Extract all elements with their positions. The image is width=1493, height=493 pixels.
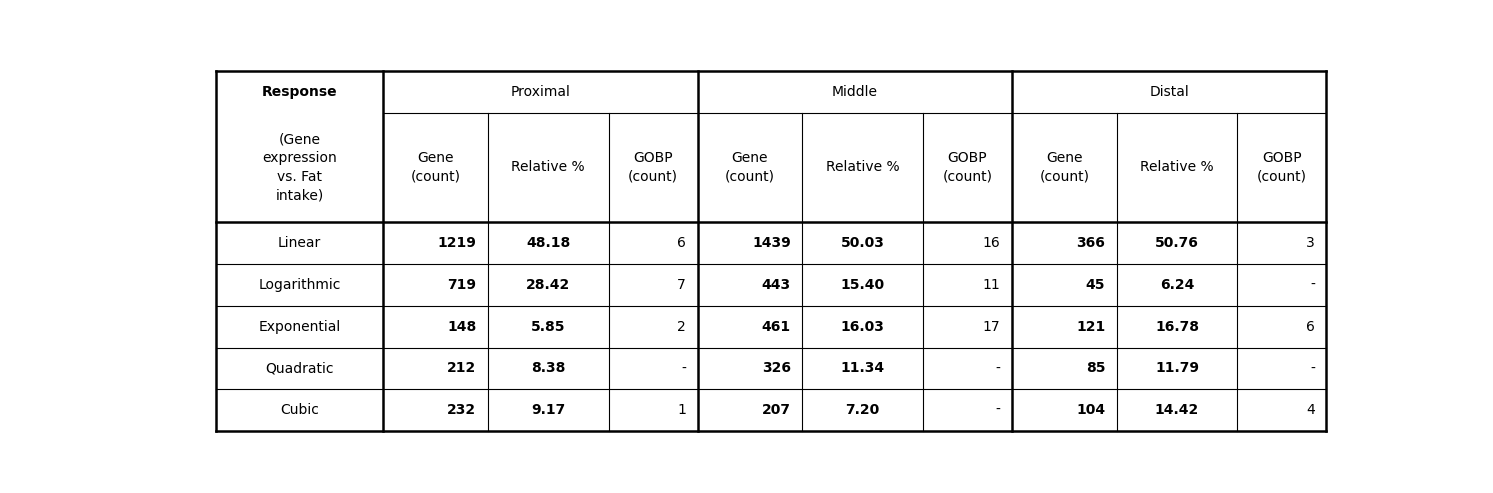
Text: Quadratic: Quadratic [266,361,333,376]
Text: Gene
(count): Gene (count) [726,151,775,184]
Text: 15.40: 15.40 [841,278,885,292]
Text: 6: 6 [678,236,685,250]
Text: 14.42: 14.42 [1156,403,1199,417]
Text: 1439: 1439 [752,236,791,250]
Text: 28.42: 28.42 [526,278,570,292]
Text: 121: 121 [1076,319,1105,334]
Text: 17: 17 [982,319,1000,334]
Text: 104: 104 [1076,403,1105,417]
Text: Proximal: Proximal [511,85,570,99]
Text: -: - [681,361,685,376]
Text: Cubic: Cubic [281,403,320,417]
Text: Distal: Distal [1150,85,1188,99]
Text: 6.24: 6.24 [1160,278,1194,292]
Text: 8.38: 8.38 [532,361,566,376]
Text: Linear: Linear [278,236,321,250]
Text: 1219: 1219 [437,236,476,250]
Text: 85: 85 [1085,361,1105,376]
Text: 16: 16 [982,236,1000,250]
Text: -: - [996,403,1000,417]
Text: 461: 461 [761,319,791,334]
Text: Exponential: Exponential [258,319,340,334]
Text: -: - [996,361,1000,376]
Text: 9.17: 9.17 [532,403,566,417]
Text: 16.78: 16.78 [1156,319,1199,334]
Text: Gene
(count): Gene (count) [1039,151,1090,184]
Text: 2: 2 [678,319,685,334]
Text: 148: 148 [448,319,476,334]
Text: 6: 6 [1306,319,1315,334]
Text: Relative %: Relative % [1141,161,1214,175]
Text: 443: 443 [761,278,791,292]
Text: GOBP
(count): GOBP (count) [1257,151,1306,184]
Text: 11.34: 11.34 [841,361,885,376]
Text: -: - [1309,278,1315,292]
Text: Gene
(count): Gene (count) [411,151,461,184]
Text: 50.76: 50.76 [1156,236,1199,250]
Text: 7.20: 7.20 [845,403,879,417]
Text: 7: 7 [678,278,685,292]
Text: -: - [1309,361,1315,376]
Text: Middle: Middle [832,85,878,99]
Text: 212: 212 [448,361,476,376]
Text: GOBP
(count): GOBP (count) [942,151,993,184]
Text: 16.03: 16.03 [841,319,884,334]
Text: 207: 207 [761,403,791,417]
Text: 45: 45 [1085,278,1105,292]
Text: 4: 4 [1306,403,1315,417]
Text: 11: 11 [982,278,1000,292]
Text: Logarithmic: Logarithmic [258,278,340,292]
Text: 326: 326 [761,361,791,376]
Text: Relative %: Relative % [512,161,585,175]
Text: 1: 1 [678,403,685,417]
Text: 719: 719 [448,278,476,292]
Text: 50.03: 50.03 [841,236,884,250]
Text: 3: 3 [1306,236,1315,250]
Text: Relative %: Relative % [826,161,899,175]
Text: (Gene
expression
vs. Fat
intake): (Gene expression vs. Fat intake) [261,133,337,202]
Text: 5.85: 5.85 [532,319,566,334]
Text: Response: Response [261,85,337,99]
Text: GOBP
(count): GOBP (count) [629,151,678,184]
Text: 11.79: 11.79 [1156,361,1199,376]
Text: 232: 232 [448,403,476,417]
Text: 48.18: 48.18 [526,236,570,250]
Text: 366: 366 [1076,236,1105,250]
